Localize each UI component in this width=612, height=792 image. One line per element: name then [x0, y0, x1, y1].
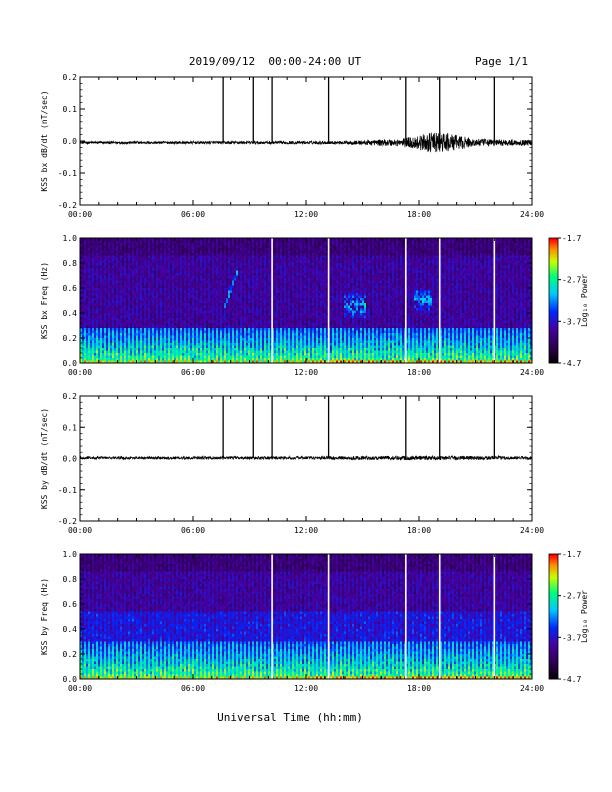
colorbar-tick-label: -3.7 — [562, 317, 581, 326]
y-tick-label: -0.1 — [58, 169, 77, 178]
y-tick-label: 0.2 — [63, 334, 78, 343]
y-tick-label: 0.8 — [63, 259, 78, 268]
x-tick-label: 06:00 — [181, 526, 205, 535]
y-tick-label: 0.6 — [63, 284, 78, 293]
x-tick-label: 00:00 — [68, 684, 92, 693]
colorbar-label: Log₁₀ Power — [580, 590, 589, 643]
x-tick-label: 24:00 — [520, 526, 544, 535]
x-tick-label: 24:00 — [520, 684, 544, 693]
y-tick-label: -0.2 — [58, 201, 77, 210]
y-tick-label: 1.0 — [63, 550, 78, 559]
x-tick-label: 00:00 — [68, 526, 92, 535]
x-tick-label: 12:00 — [294, 368, 318, 377]
y-tick-label: 0.1 — [63, 423, 78, 432]
y-tick-label: 0.6 — [63, 600, 78, 609]
colorbar-tick-label: -3.7 — [562, 633, 581, 642]
dbdt-trace — [80, 132, 532, 152]
dbdt-trace — [80, 456, 532, 460]
x-tick-label: 18:00 — [407, 526, 431, 535]
page-indicator: Page 1/1 — [475, 55, 528, 68]
date-range-title: 2019/09/12 00:00-24:00 UT — [189, 55, 362, 68]
by-dbdt-panel: 00:00 06:00 12:00 18:00 24:00 0.2 0.1 0.0 -0.1 -0… — [40, 392, 544, 535]
colorbar-tick-label: -1.7 — [562, 234, 581, 243]
y-tick-label: 0.2 — [63, 73, 78, 82]
x-tick-label: 12:00 — [294, 210, 318, 219]
colorbar-tick-label: -4.7 — [562, 675, 581, 684]
x-tick-label: 18:00 — [407, 210, 431, 219]
y-tick-label: 0.1 — [63, 105, 78, 114]
colorbar-tick-label: -1.7 — [562, 550, 581, 559]
plot-frame — [80, 77, 532, 205]
y-tick-label: 0.0 — [63, 455, 78, 464]
by-spectrogram-panel: 00:00 06:00 12:00 18:00 24:00 1.0 0.8 0.6 0.4 0.2… — [40, 550, 589, 693]
y-tick-label: 0.2 — [63, 650, 78, 659]
y-tick-label: -0.1 — [58, 486, 77, 495]
x-tick-label: 24:00 — [520, 210, 544, 219]
y-tick-label: -0.2 — [58, 517, 77, 526]
y-axis-label: KSS bx dB/dt (nT/sec) — [40, 90, 49, 191]
y-tick-label: 0.4 — [63, 625, 78, 634]
colorbar: -1.7 -2.7 -3.7 -4.7 Log₁₀ Power — [549, 234, 589, 368]
colorbar-tick-label: -4.7 — [562, 359, 581, 368]
y-axis-label: KSS by Freq (Hz) — [40, 578, 49, 655]
y-tick-label: 0.0 — [63, 675, 78, 684]
bx-spectrogram-panel: 00:00 06:00 12:00 18:00 24:00 1.0 0.8 0.6 0.4 0.2… — [40, 234, 589, 377]
y-axis-label: KSS bx Freq (Hz) — [40, 262, 49, 339]
x-axis-label: Universal Time (hh:mm) — [217, 711, 363, 724]
x-tick-label: 18:00 — [407, 368, 431, 377]
y-axis-label: KSS by dB/dt (nT/sec) — [40, 408, 49, 509]
spectrogram-cells — [80, 238, 532, 363]
x-tick-label: 24:00 — [520, 368, 544, 377]
x-tick-label: 18:00 — [407, 684, 431, 693]
colorbar: -1.7 -2.7 -3.7 -4.7 Log₁₀ Power — [549, 550, 589, 684]
x-tick-label: 06:00 — [181, 210, 205, 219]
y-tick-label: 0.0 — [63, 359, 78, 368]
colorbar-tick-label: -2.7 — [562, 276, 581, 285]
x-tick-label: 12:00 — [294, 526, 318, 535]
y-tick-label: 0.0 — [63, 137, 78, 146]
x-tick-label: 06:00 — [181, 684, 205, 693]
colorbar-tick-label: -2.7 — [562, 592, 581, 601]
bx-dbdt-panel: 00:00 06:00 12:00 18:00 24:00 0.2 0.1 0.0 -0.1 -0… — [40, 73, 544, 219]
x-tick-label: 00:00 — [68, 210, 92, 219]
y-tick-label: 1.0 — [63, 234, 78, 243]
y-tick-label: 0.2 — [63, 392, 78, 401]
y-tick-label: 0.4 — [63, 309, 78, 318]
x-tick-label: 00:00 — [68, 368, 92, 377]
colorbar-label: Log₁₀ Power — [580, 274, 589, 327]
x-tick-label: 12:00 — [294, 684, 318, 693]
spectrogram-cells — [80, 554, 532, 679]
x-tick-label: 06:00 — [181, 368, 205, 377]
y-tick-label: 0.8 — [63, 575, 78, 584]
